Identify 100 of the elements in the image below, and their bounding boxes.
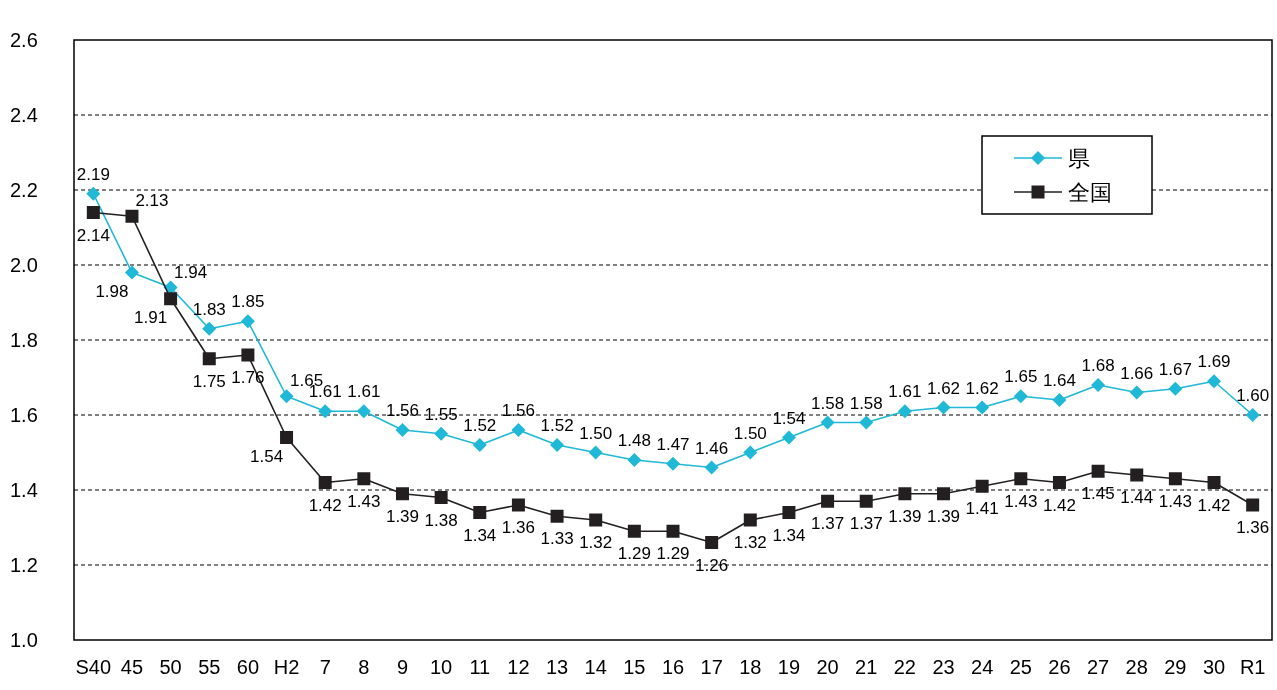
data-label: 1.39 xyxy=(888,506,922,526)
data-label: 1.42 xyxy=(1042,495,1076,515)
data-label: 1.45 xyxy=(1081,484,1115,504)
x-tick-label: 15 xyxy=(623,656,646,678)
x-tick-label: 17 xyxy=(700,656,723,678)
data-label: 1.33 xyxy=(540,529,574,549)
x-tick-label: R1 xyxy=(1239,656,1266,678)
point xyxy=(280,431,294,444)
x-tick-label: 29 xyxy=(1164,656,1187,678)
x-tick-label: 11 xyxy=(469,656,491,678)
point xyxy=(511,423,526,437)
x-tick-label: 16 xyxy=(661,656,685,678)
point xyxy=(1013,389,1028,404)
point xyxy=(897,404,912,419)
data-label: 2.13 xyxy=(135,191,169,211)
point xyxy=(1091,464,1105,478)
data-label: 1.66 xyxy=(1120,363,1154,383)
point xyxy=(241,348,255,362)
data-label: 1.42 xyxy=(308,495,342,515)
x-tick-label: 10 xyxy=(430,656,453,678)
legend-label: 県 xyxy=(1068,146,1090,171)
point xyxy=(588,445,603,460)
point xyxy=(550,438,565,452)
x-tick-label: 12 xyxy=(507,656,530,678)
data-label: 1.56 xyxy=(501,401,535,420)
data-label: 1.69 xyxy=(1197,352,1231,372)
x-tick-label: 50 xyxy=(159,656,182,678)
point xyxy=(357,472,371,486)
y-tick-label: 1.0 xyxy=(10,629,38,651)
point xyxy=(782,506,796,519)
data-label: 1.43 xyxy=(1004,491,1038,511)
point xyxy=(473,506,487,519)
point xyxy=(1052,476,1066,489)
x-tick-label: 45 xyxy=(120,656,144,678)
data-label: 1.42 xyxy=(1197,495,1231,515)
x-tick-label: 9 xyxy=(396,656,409,678)
y-tick-label: 1.2 xyxy=(10,554,38,576)
x-tick-label: 27 xyxy=(1086,656,1110,678)
point xyxy=(395,487,409,501)
data-label: 1.47 xyxy=(656,434,690,454)
point xyxy=(86,206,100,219)
y-tick-label: 2.6 xyxy=(10,29,38,51)
x-tick-label: H2 xyxy=(273,656,300,678)
x-tick-label: 21 xyxy=(855,656,878,678)
point xyxy=(975,400,990,415)
data-label: 1.94 xyxy=(174,262,208,282)
x-tick-label: 25 xyxy=(1009,656,1032,678)
point xyxy=(124,265,139,280)
point xyxy=(975,479,989,493)
point xyxy=(743,445,758,460)
x-tick-label: 7 xyxy=(319,656,331,678)
y-tick-label: 1.8 xyxy=(10,329,38,351)
data-label: 1.44 xyxy=(1120,488,1154,507)
data-label: 1.64 xyxy=(1042,371,1076,390)
data-label: 1.50 xyxy=(733,423,767,443)
x-tick-label: 24 xyxy=(971,656,994,678)
point xyxy=(1168,472,1182,486)
point xyxy=(434,491,448,504)
point xyxy=(704,460,719,475)
data-label: 1.85 xyxy=(231,292,265,312)
point xyxy=(356,404,371,419)
point xyxy=(859,494,873,508)
x-tick-label: 60 xyxy=(236,656,260,678)
data-label: 1.67 xyxy=(1158,359,1192,379)
data-label: 1.54 xyxy=(772,408,806,428)
point xyxy=(1052,393,1067,407)
point xyxy=(1207,476,1221,489)
y-tick-label: 2.4 xyxy=(10,104,38,126)
data-label: 1.52 xyxy=(463,416,497,435)
data-label: 1.39 xyxy=(385,506,420,526)
x-tick-label: 13 xyxy=(545,656,569,678)
data-label: 1.41 xyxy=(965,499,999,519)
point xyxy=(1245,408,1260,422)
data-label: 1.55 xyxy=(424,404,458,424)
point xyxy=(666,524,680,538)
point xyxy=(705,536,719,549)
data-label: 1.50 xyxy=(579,423,613,443)
x-tick-label: S40 xyxy=(75,656,112,678)
point xyxy=(1014,472,1028,486)
y-tick-label: 1.4 xyxy=(10,479,38,501)
data-label: 1.58 xyxy=(849,393,883,413)
point xyxy=(936,400,951,415)
point xyxy=(1246,498,1260,512)
x-tick-label: 30 xyxy=(1202,656,1226,678)
point xyxy=(937,487,951,501)
data-label: 1.91 xyxy=(134,307,168,327)
point xyxy=(1091,378,1106,392)
x-tick-label: 26 xyxy=(1048,656,1071,678)
point xyxy=(666,456,680,471)
x-tick-label: 22 xyxy=(893,656,916,678)
point xyxy=(511,498,525,512)
data-label: 1.36 xyxy=(501,518,535,537)
data-label: 1.32 xyxy=(733,533,767,552)
point xyxy=(472,438,487,452)
data-label: 1.34 xyxy=(772,525,806,545)
point xyxy=(318,404,333,419)
data-label: 1.37 xyxy=(849,514,883,534)
x-tick-label: 55 xyxy=(198,656,221,678)
data-label: 1.26 xyxy=(695,555,729,575)
data-label: 2.14 xyxy=(76,225,110,245)
